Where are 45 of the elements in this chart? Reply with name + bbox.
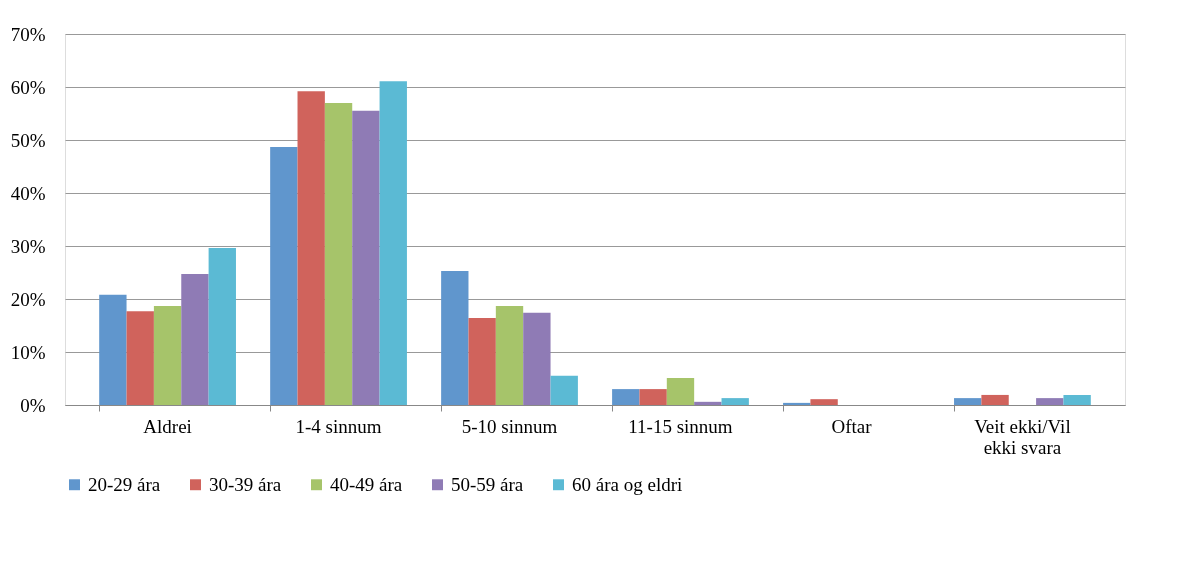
bar — [981, 394, 1009, 405]
x-tick-label: 5-10 sinnum — [461, 415, 558, 437]
bar — [441, 270, 469, 405]
bar — [721, 398, 749, 405]
bar — [954, 398, 982, 405]
bar — [379, 81, 407, 405]
bar — [352, 110, 380, 405]
y-tick-label: 50% — [10, 129, 46, 151]
bar — [1063, 394, 1091, 405]
bar — [523, 312, 551, 405]
bar — [126, 311, 154, 405]
bar — [694, 401, 722, 405]
bar — [208, 248, 236, 405]
bar — [783, 402, 811, 405]
y-tick-label: 10% — [10, 341, 46, 363]
legend-label: 60 ára og eldri — [572, 473, 683, 495]
legend-label: 40-49 ára — [330, 473, 403, 495]
legend-label: 30-39 ára — [209, 473, 282, 495]
bar — [495, 305, 524, 405]
x-tick-label: Oftar — [831, 415, 873, 437]
bar — [297, 91, 325, 405]
bar — [153, 305, 182, 405]
y-tick-label: 60% — [10, 76, 46, 98]
y-tick-label: 20% — [10, 288, 46, 310]
bar — [550, 375, 578, 405]
bar — [639, 389, 667, 405]
legend-label: 20-29 ára — [88, 473, 161, 495]
bar — [324, 102, 353, 405]
bar — [612, 389, 640, 405]
bar — [810, 399, 838, 405]
y-tick-label: 70% — [10, 23, 46, 45]
x-tick-label: Aldrei — [143, 415, 192, 437]
y-tick-label: 40% — [10, 182, 46, 204]
x-tick-label: 11-15 sinnum — [628, 415, 733, 437]
bar — [99, 294, 127, 405]
bar — [181, 274, 209, 405]
bar — [270, 146, 298, 405]
y-tick-label: 30% — [10, 235, 46, 257]
x-tick-label: Veit ekki/Vil ekki svara — [974, 415, 1071, 458]
y-tick-label: 0% — [20, 394, 46, 416]
x-tick-label: 1-4 sinnum — [295, 415, 382, 437]
legend-label: 50-59 ára — [451, 473, 524, 495]
bar — [1036, 398, 1064, 405]
bar — [666, 377, 695, 405]
bar — [468, 318, 496, 405]
